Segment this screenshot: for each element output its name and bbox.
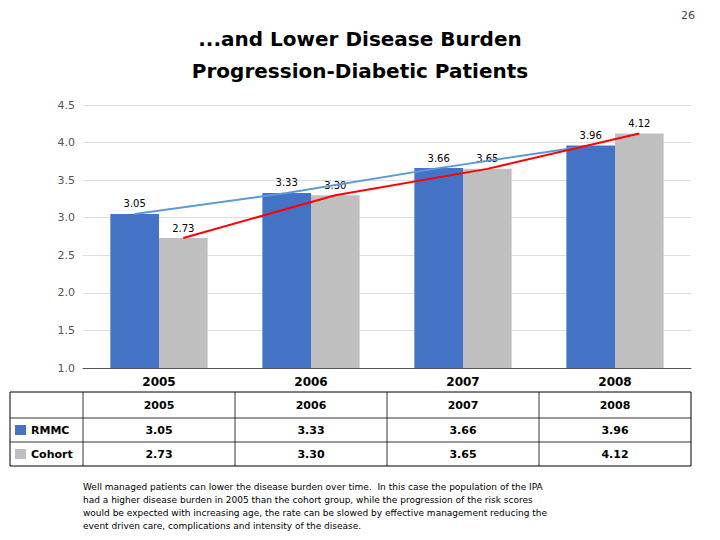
svg-text:3.05: 3.05 (145, 424, 172, 437)
svg-text:4.12: 4.12 (601, 448, 628, 461)
svg-text:2.0: 2.0 (58, 286, 76, 299)
svg-text:4.0: 4.0 (58, 136, 76, 149)
svg-text:2007: 2007 (448, 399, 479, 412)
svg-text:2005: 2005 (142, 375, 175, 389)
svg-text:3.30: 3.30 (297, 448, 324, 461)
svg-text:Progression-Diabetic Patients: Progression-Diabetic Patients (192, 59, 528, 83)
svg-text:2007: 2007 (446, 375, 479, 389)
svg-text:4.5: 4.5 (58, 99, 76, 112)
svg-text:2.73: 2.73 (172, 223, 194, 234)
svg-text:2006: 2006 (294, 375, 327, 389)
svg-text:2005: 2005 (144, 399, 175, 412)
svg-text:RMMC: RMMC (31, 424, 69, 437)
svg-text:4.12: 4.12 (628, 118, 650, 129)
svg-text:2.73: 2.73 (145, 448, 172, 461)
svg-text:3.65: 3.65 (476, 153, 499, 165)
svg-text:3.65: 3.65 (449, 448, 476, 461)
svg-text:3.33: 3.33 (297, 424, 324, 437)
svg-text:Well managed patients can lowe: Well managed patients can lower the dise… (83, 482, 544, 492)
svg-text:2008: 2008 (600, 399, 631, 412)
svg-text:3.5: 3.5 (58, 174, 76, 187)
svg-text:1.0: 1.0 (58, 362, 76, 375)
svg-text:2.5: 2.5 (58, 249, 76, 262)
svg-text:3.0: 3.0 (58, 211, 76, 224)
svg-text:3.66: 3.66 (428, 153, 450, 164)
svg-text:3.96: 3.96 (580, 130, 602, 141)
svg-text:...and Lower Disease Burden: ...and Lower Disease Burden (198, 27, 521, 51)
svg-text:2008: 2008 (598, 375, 631, 389)
svg-text:3.05: 3.05 (124, 198, 146, 209)
svg-text:26: 26 (681, 9, 695, 22)
svg-text:3.33: 3.33 (276, 177, 298, 188)
svg-text:3.96: 3.96 (601, 424, 628, 437)
svg-text:event driven care, complicatio: event driven care, complications and int… (83, 521, 361, 531)
svg-text:would be expected with increas: would be expected with increasing age, t… (83, 508, 547, 518)
svg-text:Cohort: Cohort (31, 448, 73, 461)
svg-text:had a higher disease burden in: had a higher disease burden in 2005 than… (83, 495, 533, 505)
svg-text:3.30: 3.30 (324, 179, 347, 191)
svg-text:1.5: 1.5 (58, 324, 76, 337)
svg-text:3.66: 3.66 (449, 424, 476, 437)
svg-text:2006: 2006 (296, 399, 327, 412)
